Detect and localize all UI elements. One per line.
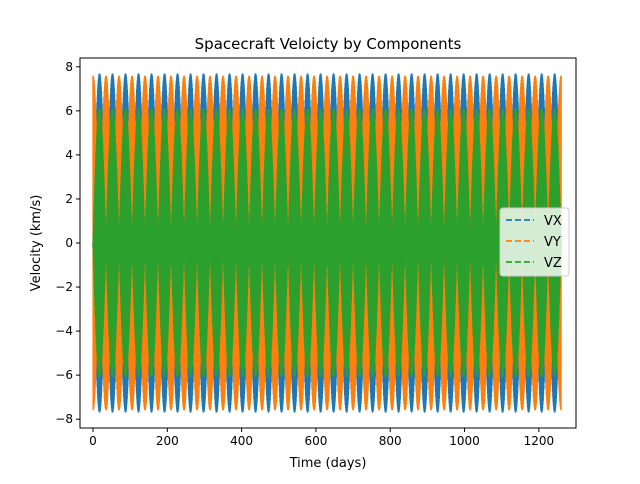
y-tick-label: −4 bbox=[55, 324, 73, 338]
x-tick-label: 200 bbox=[156, 434, 179, 448]
legend-label-vy: VY bbox=[544, 235, 561, 250]
legend-label-vz: VZ bbox=[544, 256, 562, 271]
y-tick-label: −2 bbox=[55, 280, 73, 294]
x-axis-label: Time (days) bbox=[289, 456, 367, 471]
y-tick-label: 2 bbox=[65, 192, 73, 206]
y-tick-label: 8 bbox=[65, 60, 73, 74]
legend: VX VY VZ bbox=[499, 207, 570, 277]
y-tick-label: 0 bbox=[65, 236, 73, 250]
x-tick-label: 1000 bbox=[449, 434, 480, 448]
x-tick-label: 400 bbox=[230, 434, 253, 448]
chart-title: Spacecraft Veloicty by Components bbox=[195, 35, 462, 53]
series-line-vz bbox=[92, 108, 562, 378]
y-tick-label: 4 bbox=[65, 148, 73, 162]
legend-label-vx: VX bbox=[544, 214, 562, 229]
x-tick-label: 0 bbox=[89, 434, 97, 448]
y-tick-label: 6 bbox=[65, 104, 73, 118]
y-tick-label: −8 bbox=[55, 412, 73, 426]
x-tick-label: 800 bbox=[379, 434, 402, 448]
y-axis-label: Velocity (km/s) bbox=[29, 195, 44, 292]
series-layer bbox=[92, 73, 562, 413]
series-line-vy bbox=[92, 75, 562, 411]
x-tick-label: 1200 bbox=[524, 434, 555, 448]
x-tick-label: 600 bbox=[304, 434, 327, 448]
legend-box bbox=[499, 207, 570, 277]
y-axis-ticks: −8 −6 −4 −2 0 2 4 6 8 bbox=[55, 60, 80, 426]
y-tick-label: −6 bbox=[55, 368, 73, 382]
x-axis-ticks: 0 200 400 600 800 1000 1200 bbox=[89, 428, 554, 448]
